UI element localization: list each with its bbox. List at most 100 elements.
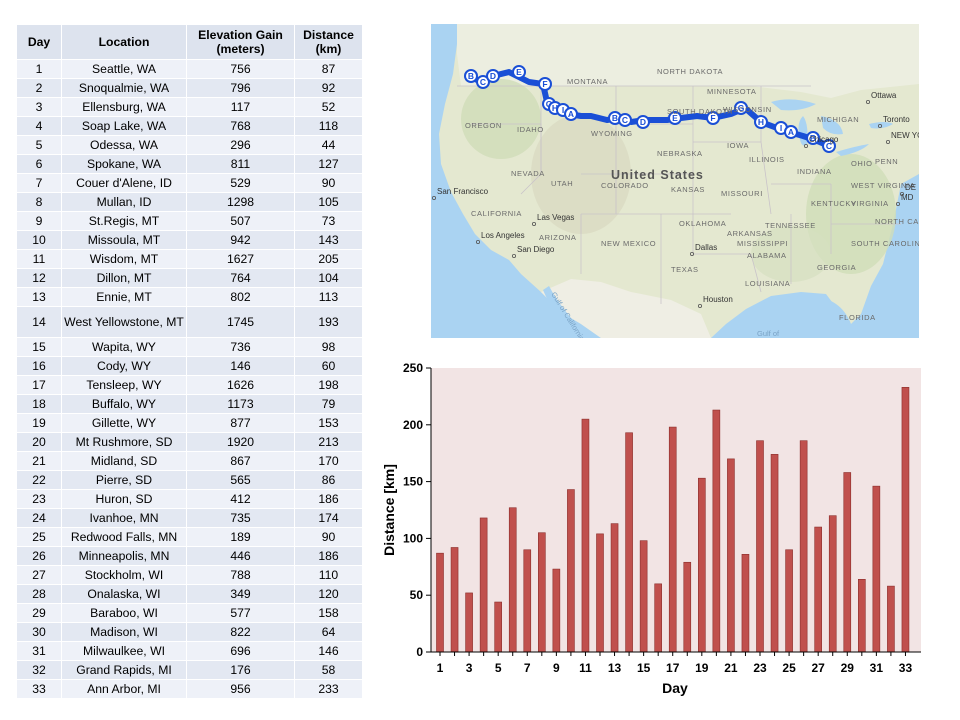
cell-location: Missoula, MT — [62, 231, 186, 249]
cell-day: 20 — [17, 433, 61, 451]
route-marker[interactable] — [476, 75, 490, 89]
city-label: Chicago — [809, 135, 839, 144]
route-marker[interactable] — [822, 139, 836, 153]
y-tick-labels: 0 50 100 150 200 250 — [403, 361, 431, 659]
cell-location: Odessa, WA — [62, 136, 186, 154]
region-label: KANSAS — [671, 185, 705, 194]
table-body: 1 Seattle, WA 756 87 2 Snoqualmie, WA 796 92 3 El… — [17, 60, 362, 698]
cell-location: Ellensburg, WA — [62, 98, 186, 116]
lake-erie — [836, 144, 869, 156]
region-label: LOUISIANA — [745, 279, 790, 288]
cell-elevation: 802 — [187, 288, 294, 306]
terrain-northwest — [461, 79, 541, 159]
bar-day-11 — [581, 418, 590, 653]
cell-day: 7 — [17, 174, 61, 192]
cell-day: 24 — [17, 509, 61, 527]
lake-huron — [821, 116, 843, 135]
route-marker-label: F — [542, 79, 547, 89]
cell-distance: 193 — [295, 307, 362, 337]
region-label: NEVADA — [511, 169, 545, 178]
cell-elevation: 811 — [187, 155, 294, 173]
region-label: KENTUCKY — [811, 199, 857, 208]
route-marker-label: H — [758, 117, 764, 127]
bar-day-7 — [523, 549, 532, 653]
route-marker-label: I — [562, 105, 564, 115]
table-row: 29 Baraboo, WI 577 158 — [17, 604, 362, 622]
table-row: 15 Wapita, WY 736 98 — [17, 338, 362, 356]
lake-ontario — [869, 122, 893, 129]
cell-day: 1 — [17, 60, 61, 78]
region-label: MINNESOTA — [707, 87, 756, 96]
bar-day-23 — [756, 440, 764, 653]
route-marker[interactable] — [806, 131, 820, 145]
cell-day: 32 — [17, 661, 61, 679]
region-label: NORTH CAROLINA — [875, 217, 919, 226]
table-row: 6 Spokane, WA 811 127 — [17, 155, 362, 173]
y-tick-label: 150 — [403, 475, 423, 489]
cell-distance: 110 — [295, 566, 362, 584]
x-tick-label: 13 — [608, 661, 622, 675]
cell-day: 11 — [17, 250, 61, 268]
cell-distance: 127 — [295, 155, 362, 173]
header-elevation-line2: (meters) — [216, 42, 265, 56]
cell-day: 14 — [17, 307, 61, 337]
cell-location: Buffalo, WY — [62, 395, 186, 413]
cell-location: Pierre, SD — [62, 471, 186, 489]
route-marker[interactable] — [668, 111, 682, 125]
route-marker[interactable] — [754, 115, 768, 129]
route-marker[interactable] — [706, 111, 720, 125]
city-dot — [899, 191, 904, 196]
route-marker-label: C — [622, 115, 628, 125]
header-elevation-line1: Elevation Gain — [198, 28, 283, 42]
y-tick-label: 200 — [403, 418, 423, 432]
cell-day: 16 — [17, 357, 61, 375]
route-marker[interactable] — [512, 65, 526, 79]
bar-day-10 — [567, 489, 575, 653]
cell-location: Onalaska, WI — [62, 585, 186, 603]
route-marker[interactable] — [564, 107, 578, 121]
region-label: IOWA — [727, 141, 749, 150]
cell-location: Huron, SD — [62, 490, 186, 508]
route-marker[interactable] — [486, 69, 500, 83]
cell-elevation: 788 — [187, 566, 294, 584]
map-labels: NORTH DAKOTA MONTANA MINNESOTA OREGON IDAHO S… — [431, 67, 919, 338]
cell-elevation: 412 — [187, 490, 294, 508]
cell-elevation: 349 — [187, 585, 294, 603]
city-dot — [512, 253, 517, 258]
table-row: 7 Couer d'Alene, ID 529 90 — [17, 174, 362, 192]
route-marker[interactable] — [784, 125, 798, 139]
cell-day: 21 — [17, 452, 61, 470]
cell-day: 33 — [17, 680, 61, 698]
city-dot — [476, 239, 481, 244]
cell-day: 5 — [17, 136, 61, 154]
cell-distance: 186 — [295, 490, 362, 508]
x-tick-label: 15 — [637, 661, 651, 675]
bar-day-29 — [843, 472, 852, 653]
cell-day: 30 — [17, 623, 61, 641]
cell-distance: 105 — [295, 193, 362, 211]
table-row: 30 Madison, WI 822 64 — [17, 623, 362, 641]
table-row: 1 Seattle, WA 756 87 — [17, 60, 362, 78]
cell-elevation: 176 — [187, 661, 294, 679]
x-tick-label: 23 — [753, 661, 767, 675]
region-label: GEORGIA — [817, 263, 856, 272]
water-label-gulf: Gulf of — [757, 329, 780, 338]
route-marker[interactable] — [538, 77, 552, 91]
cell-location: Mullan, ID — [62, 193, 186, 211]
cell-elevation: 696 — [187, 642, 294, 660]
region-label: MICHIGAN — [817, 115, 859, 124]
gulf-of-mexico — [721, 295, 851, 338]
cell-day: 27 — [17, 566, 61, 584]
route-marker[interactable] — [464, 69, 478, 83]
route-marker[interactable] — [618, 113, 632, 127]
cell-distance: 86 — [295, 471, 362, 489]
region-label: WYOMING — [591, 129, 633, 138]
city-label: Houston — [703, 295, 733, 304]
route-marker[interactable] — [734, 101, 748, 115]
bar-day-31 — [872, 485, 881, 653]
city-dot — [532, 221, 537, 226]
route-marker[interactable] — [636, 115, 650, 129]
